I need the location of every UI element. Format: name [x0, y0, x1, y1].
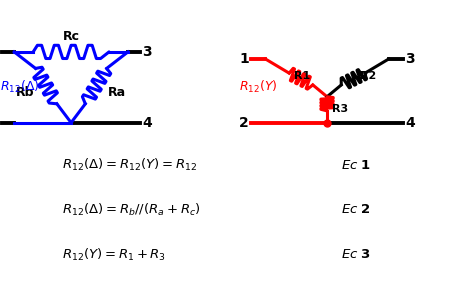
- Text: 1: 1: [239, 52, 249, 66]
- Text: 2: 2: [239, 116, 249, 130]
- Text: R1: R1: [294, 71, 310, 81]
- Text: R2: R2: [360, 71, 376, 81]
- Text: $\it{Ec}\ \mathbf{1}$: $\it{Ec}\ \mathbf{1}$: [341, 159, 372, 172]
- Text: $\it{Ec}\ \mathbf{2}$: $\it{Ec}\ \mathbf{2}$: [341, 204, 371, 217]
- Text: 3: 3: [405, 52, 415, 66]
- Text: $R_{12}(Y) = R_1 + R_3$: $R_{12}(Y) = R_1 + R_3$: [62, 247, 166, 263]
- Text: Rc: Rc: [63, 31, 80, 43]
- Text: 3: 3: [142, 45, 152, 59]
- Text: $R_{12}(\Delta) = R_{12}(Y) = R_{12}$: $R_{12}(\Delta) = R_{12}(Y) = R_{12}$: [62, 157, 197, 173]
- Text: $R_{12}(Y)$: $R_{12}(Y)$: [239, 79, 278, 95]
- Text: 4: 4: [142, 116, 152, 130]
- Text: Rb: Rb: [16, 85, 34, 98]
- Text: R3: R3: [332, 104, 348, 114]
- Text: Ra: Ra: [108, 85, 126, 98]
- Text: $R_{12}(\Delta)$: $R_{12}(\Delta)$: [0, 79, 39, 95]
- Text: 4: 4: [405, 116, 415, 130]
- Text: $R_{12}(\Delta) = R_b//(R_a + R_c)$: $R_{12}(\Delta) = R_b//(R_a + R_c)$: [62, 202, 201, 218]
- Text: $\it{Ec}\ \mathbf{3}$: $\it{Ec}\ \mathbf{3}$: [341, 248, 372, 261]
